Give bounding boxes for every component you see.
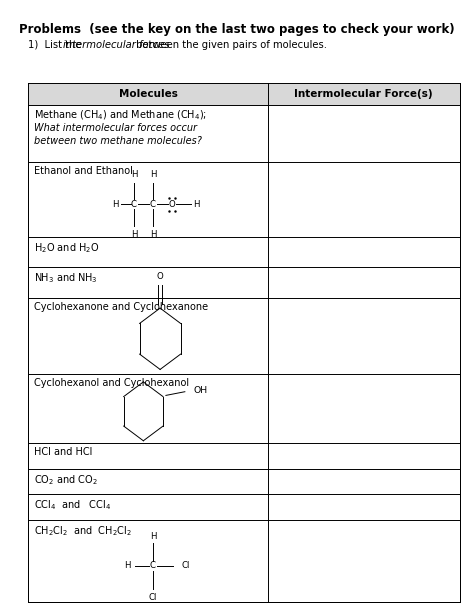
Text: Molecules: Molecules bbox=[118, 89, 178, 99]
Text: Cl: Cl bbox=[182, 562, 190, 571]
Text: between two methane molecules?: between two methane molecules? bbox=[34, 136, 202, 146]
Text: CO$_2$ and CO$_2$: CO$_2$ and CO$_2$ bbox=[34, 473, 98, 487]
Text: H: H bbox=[131, 230, 137, 239]
Text: H$_2$O and H$_2$O: H$_2$O and H$_2$O bbox=[34, 241, 100, 255]
Text: HCl and HCl: HCl and HCl bbox=[34, 447, 92, 457]
Text: Methane (CH$_4$) and Methane (CH$_4$);: Methane (CH$_4$) and Methane (CH$_4$); bbox=[34, 109, 207, 123]
Text: H: H bbox=[150, 230, 156, 239]
Text: C: C bbox=[150, 200, 156, 209]
Text: Cl: Cl bbox=[149, 593, 157, 602]
Text: H: H bbox=[193, 200, 199, 209]
Text: C: C bbox=[150, 562, 156, 571]
Bar bbox=[28, 83, 460, 602]
Text: between the given pairs of molecules.: between the given pairs of molecules. bbox=[133, 40, 327, 50]
Text: Ethanol and Ethanol: Ethanol and Ethanol bbox=[34, 166, 133, 176]
Text: C: C bbox=[131, 200, 137, 209]
Text: Intermolecular Force(s): Intermolecular Force(s) bbox=[294, 89, 433, 99]
Text: H: H bbox=[150, 170, 156, 179]
Text: H: H bbox=[125, 562, 131, 571]
Text: OH: OH bbox=[194, 386, 208, 395]
Text: intermolecular forces: intermolecular forces bbox=[63, 40, 169, 50]
Text: H: H bbox=[131, 170, 137, 179]
Text: What intermolecular forces occur: What intermolecular forces occur bbox=[34, 123, 197, 133]
Text: CH$_2$Cl$_2$  and  CH$_2$Cl$_2$: CH$_2$Cl$_2$ and CH$_2$Cl$_2$ bbox=[34, 524, 132, 538]
Text: O: O bbox=[168, 200, 175, 209]
Text: NH$_3$ and NH$_3$: NH$_3$ and NH$_3$ bbox=[34, 272, 98, 285]
Bar bbox=[28, 83, 460, 105]
Text: Cyclohexanone and Cyclohexanone: Cyclohexanone and Cyclohexanone bbox=[34, 302, 208, 312]
Text: CCl$_4$  and   CCl$_4$: CCl$_4$ and CCl$_4$ bbox=[34, 498, 111, 512]
Text: Cyclohexanol and Cyclohexanol: Cyclohexanol and Cyclohexanol bbox=[34, 378, 189, 388]
Text: H: H bbox=[150, 532, 156, 541]
Text: 1)  List the: 1) List the bbox=[28, 40, 85, 50]
Text: H: H bbox=[112, 200, 118, 209]
Text: O: O bbox=[157, 272, 164, 281]
Text: Problems  (see the key on the last two pages to check your work): Problems (see the key on the last two pa… bbox=[19, 23, 455, 36]
